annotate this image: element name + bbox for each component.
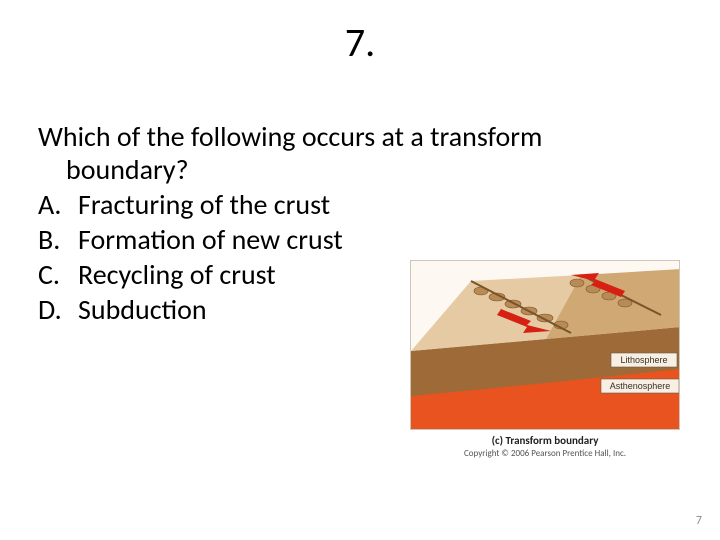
svg-text:Lithosphere: Lithosphere [620,355,667,365]
option-letter: B. [38,223,78,256]
diagram-svg: Lithosphere Asthenosphere [411,261,680,430]
label-lithosphere: Lithosphere [611,353,677,367]
option-text: Fracturing of the crust [78,188,330,221]
option-letter: C. [38,258,78,291]
label-asthenosphere: Asthenosphere [601,379,679,393]
transform-boundary-diagram: Lithosphere Asthenosphere [410,260,680,430]
option-text: Subduction [78,293,207,326]
option-letter: A. [38,188,78,221]
question-line-1: Which of the following occurs at a trans… [38,119,542,154]
option-text: Formation of new crust [78,223,343,256]
figure-caption: (c) Transform boundary [410,434,680,447]
option-a: A. Fracturing of the crust [38,188,678,221]
figure-copyright: Copyright © 2006 Pearson Prentice Hall, … [410,448,680,459]
question-text: Which of the following occurs at a trans… [38,120,678,186]
option-letter: D. [38,293,78,326]
slide-title: 7. [0,18,720,67]
option-b: B. Formation of new crust [38,223,678,256]
figure-container: Lithosphere Asthenosphere (c) Transform … [410,260,680,459]
question-line-2: boundary? [38,153,678,186]
svg-text:Asthenosphere: Asthenosphere [610,381,671,391]
option-text: Recycling of crust [78,258,276,291]
page-number: 7 [696,514,702,528]
